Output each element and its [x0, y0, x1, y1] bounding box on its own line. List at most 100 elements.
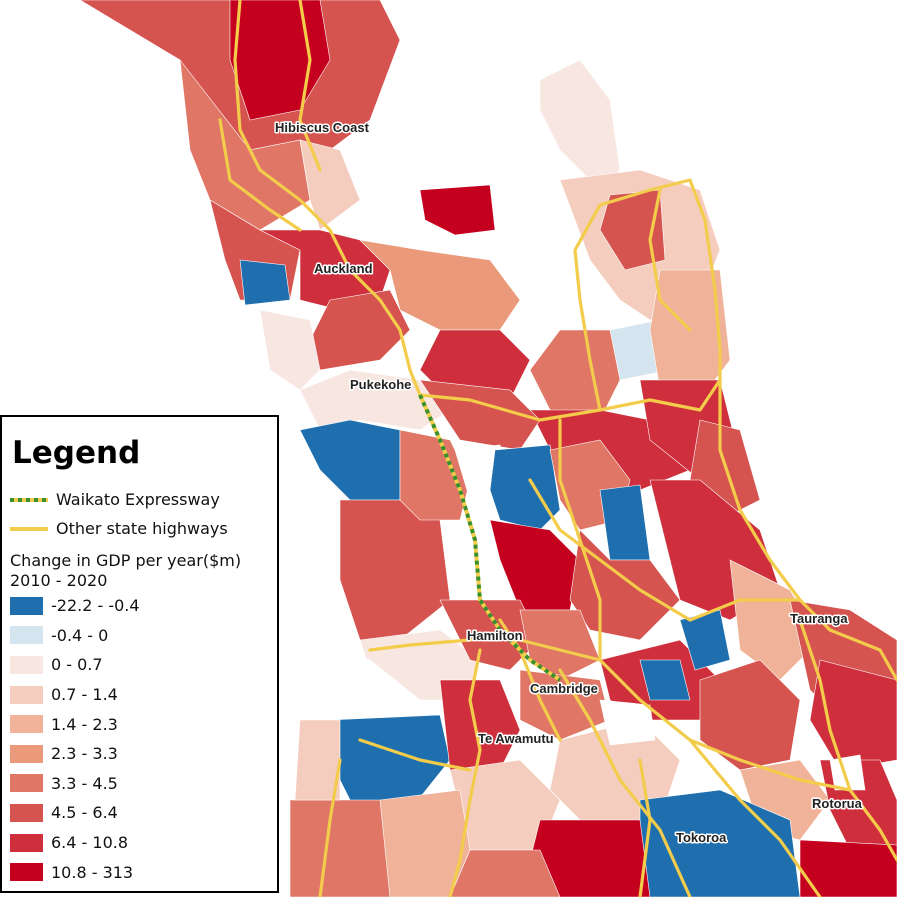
label-tauranga: Tauranga [790, 611, 848, 626]
legend-class-list: -22.2 - -0.4 -0.4 - 0 0 - 0.7 0.7 - 1.4 1.4 … [10, 591, 277, 887]
highway-sh39 [318, 758, 342, 897]
legend-class-item: -0.4 - 0 [10, 621, 277, 651]
region-awhitu [259, 309, 321, 391]
highway-sh1-north [233, 0, 422, 397]
legend-color-swatch [10, 655, 43, 674]
region-blue-putaruru [639, 659, 691, 701]
label-cambridge: Cambridge [530, 681, 598, 696]
label-hamilton: Hamilton [467, 628, 523, 643]
legend-title: Legend [12, 435, 141, 471]
region-west-blue [239, 259, 291, 306]
legend-color-swatch [10, 863, 43, 882]
legend-color-swatch [10, 803, 43, 822]
highway-north-west [218, 118, 302, 232]
legend-subtitle-line2: 2010 - 2020 [10, 571, 108, 590]
label-tokoroa: Tokoroa [676, 830, 727, 845]
region-rotorua-lake [829, 754, 866, 791]
highway-sh1-south [558, 668, 692, 897]
legend-expressway-label: Waikato Expressway [56, 490, 220, 509]
label-hibiscus-coast: Hibiscus Coast [275, 120, 370, 135]
town-labels: Hibiscus Coast Auckland Pukekohe Hamilto… [274, 119, 865, 847]
region-hibiscus [179, 58, 311, 231]
label-rotorua: Rotorua [812, 796, 863, 811]
region-blue-mid [599, 484, 651, 561]
legend-class-label: 10.8 - 313 [51, 862, 134, 882]
dashed-line-icon [10, 497, 48, 502]
region-okoroire [699, 659, 801, 771]
region-waiheke [419, 184, 496, 236]
legend-item-expressway: Waikato Expressway [10, 485, 277, 514]
legend-color-swatch [10, 715, 43, 734]
legend-class-label: 1.4 - 2.3 [51, 714, 118, 734]
region-blue-east [489, 444, 561, 531]
highway-kaimai [688, 598, 802, 622]
legend-highways-label: Other state highways [56, 519, 228, 538]
highway-raglan [368, 633, 502, 652]
legend-class-item: 10.8 - 313 [10, 857, 277, 887]
region-kawhia [289, 799, 391, 897]
legend-color-swatch [10, 833, 43, 852]
region-hamilton-east [519, 609, 601, 681]
region-te-puke [809, 659, 897, 771]
region-huntly-west [339, 499, 451, 641]
legend-class-item: 2.3 - 3.3 [10, 739, 277, 769]
highway-hamilton-east [518, 638, 852, 792]
highway-sh5 [688, 738, 822, 897]
label-auckland: Auckland [314, 261, 373, 276]
legend-color-swatch [10, 685, 43, 704]
label-te-awamutu: Te Awamutu [478, 731, 554, 746]
region-otorohanga [379, 789, 471, 897]
legend-class-item: 4.5 - 6.4 [10, 798, 277, 828]
legend-class-label: 2.3 - 3.3 [51, 744, 118, 764]
region-te-awamutu [439, 679, 521, 771]
highway-north-east [298, 0, 322, 172]
legend-color-swatch [10, 596, 43, 615]
region-hibiscus-east [299, 139, 361, 231]
highway-coromandel-loop [573, 178, 722, 412]
highway-rotorua-north [798, 618, 897, 862]
waikato-expressway [418, 394, 562, 682]
legend-class-label: 0.7 - 1.4 [51, 685, 118, 705]
legend-color-swatch [10, 744, 43, 763]
legend-class-item: 0.7 - 1.4 [10, 680, 277, 710]
solid-line-icon [10, 526, 48, 531]
region-cambridge [519, 669, 611, 741]
region-huntly [399, 429, 471, 521]
legend-class-label: -0.4 - 0 [51, 625, 109, 645]
legend-class-label: 4.5 - 6.4 [51, 803, 118, 823]
highway-kawhia [358, 738, 472, 772]
highway-sh1-waikato [498, 618, 562, 742]
region-mangakino [449, 849, 561, 897]
legend-class-item: 6.4 - 10.8 [10, 828, 277, 858]
map-legend: Legend Waikato Expressway Other state hi… [0, 415, 279, 893]
legend-color-swatch [10, 774, 43, 793]
state-highways [218, 0, 897, 897]
legend-class-label: 3.3 - 4.5 [51, 773, 118, 793]
region-thames [529, 329, 621, 421]
region-arapuni-white [599, 699, 656, 746]
legend-subtitle: Change in GDP per year($m) 2010 - 2020 [10, 551, 277, 591]
region-tauranga-west [729, 559, 821, 681]
highway-sh27 [558, 418, 602, 662]
region-southwest-coast [294, 719, 341, 801]
highway-coromandel-inner [648, 188, 692, 332]
legend-class-label: -22.2 - -0.4 [51, 596, 140, 616]
legend-class-label: 6.4 - 10.8 [51, 833, 129, 853]
region-coromandel-north [539, 59, 621, 191]
highway-tokoroa-south [638, 758, 652, 897]
legend-class-label: 0 - 0.7 [51, 655, 103, 675]
legend-class-item: 1.4 - 2.3 [10, 709, 277, 739]
legend-color-swatch [10, 626, 43, 645]
highway-sh26 [528, 478, 692, 622]
land-regions [79, 0, 897, 897]
legend-class-item: 0 - 0.7 [10, 650, 277, 680]
region-rotorua-south [799, 839, 897, 897]
legend-subtitle-line1: Change in GDP per year($m) [10, 551, 242, 570]
legend-item-highways: Other state highways [10, 514, 277, 543]
highway-sh25-east [718, 378, 832, 632]
highway-sh3 [448, 648, 482, 897]
legend-class-item: 3.3 - 4.5 [10, 769, 277, 799]
highway-te-puke [828, 628, 897, 682]
label-pukekohe: Pukekohe [350, 377, 411, 392]
